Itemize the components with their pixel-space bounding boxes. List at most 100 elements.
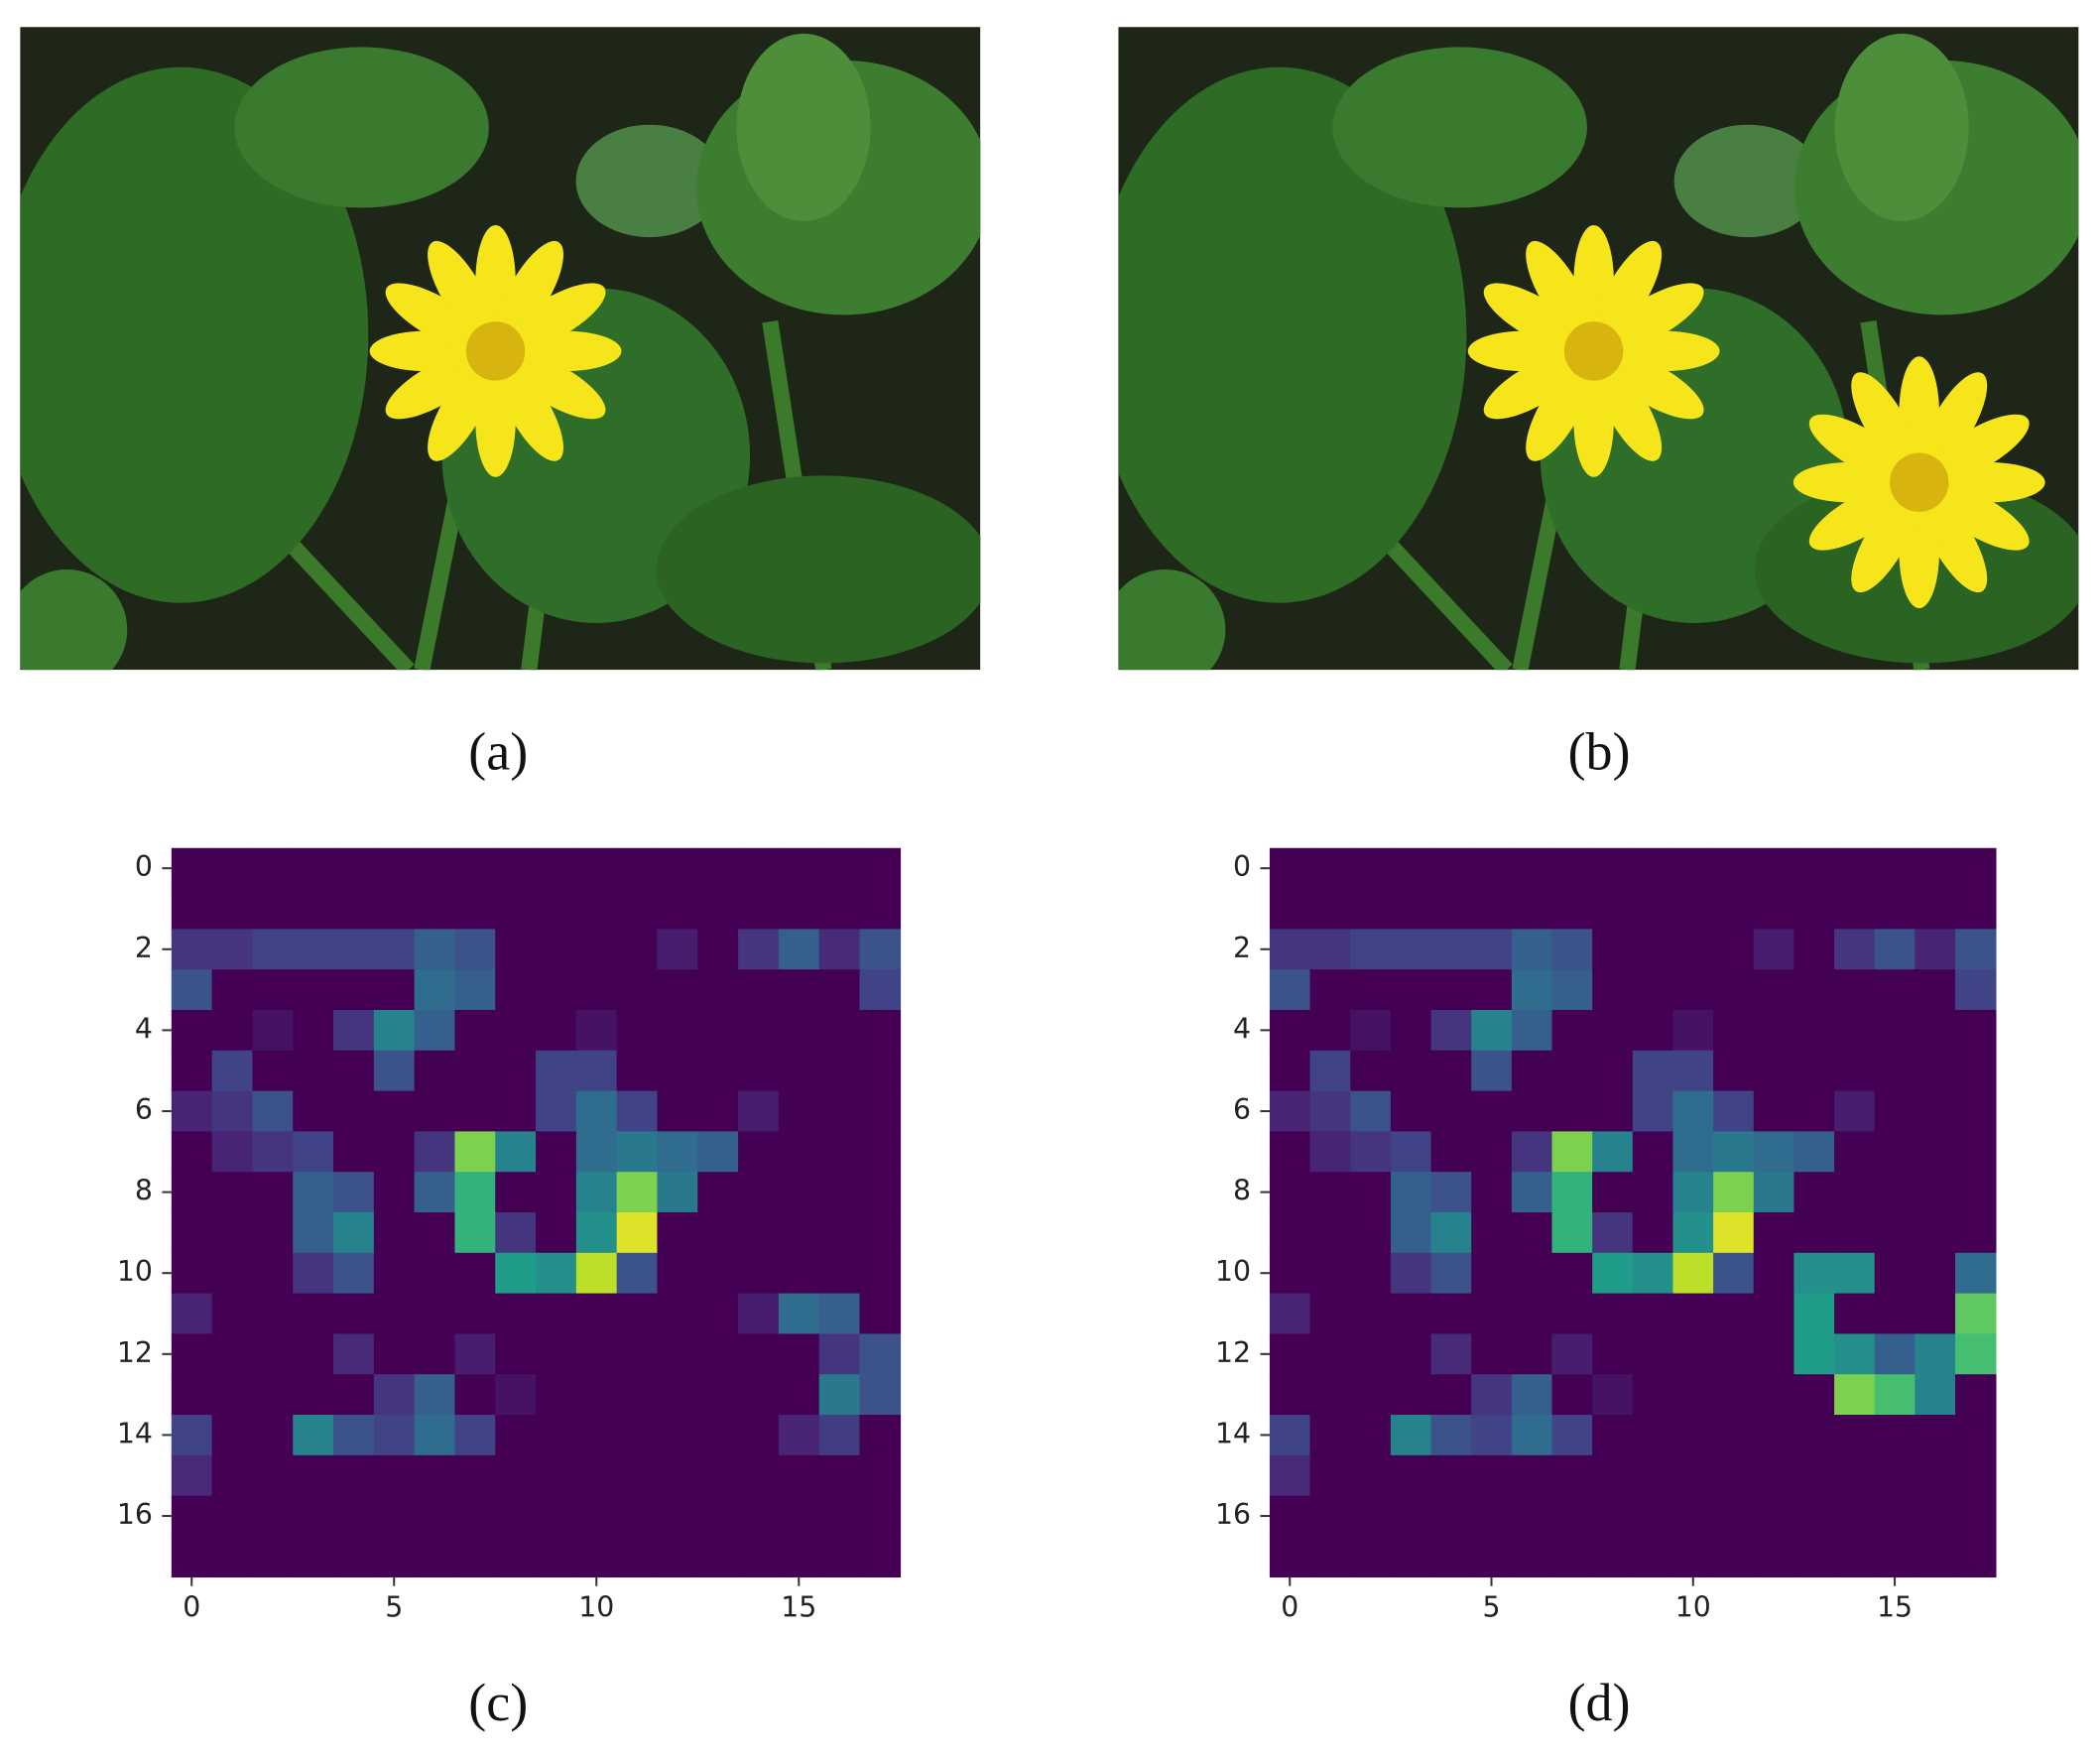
heatmap-cell xyxy=(1471,1415,1513,1456)
heatmap-cell xyxy=(1955,1536,1997,1578)
heatmap-cell xyxy=(333,1090,375,1133)
heatmap-cell xyxy=(1430,929,1473,970)
heatmap-cell xyxy=(1915,1454,1956,1497)
heatmap-cell xyxy=(859,1333,902,1376)
heatmap-cell xyxy=(293,1374,334,1416)
heatmap-cell xyxy=(1350,1172,1392,1213)
heatmap-cell xyxy=(1793,929,1835,970)
heatmap-cell xyxy=(1834,1293,1876,1335)
heatmap-cell xyxy=(536,1172,577,1213)
heatmap-cell xyxy=(1511,969,1553,1011)
heatmap-cell xyxy=(373,929,416,970)
heatmap-cell xyxy=(1592,888,1634,931)
heatmap-cell xyxy=(1471,1050,1513,1092)
heatmap-cell xyxy=(1672,1050,1714,1092)
heatmap-cell xyxy=(1915,888,1956,931)
heatmap-cell xyxy=(1592,929,1634,970)
y-tick-label: 8 xyxy=(1233,1175,1251,1207)
heatmap-cell xyxy=(373,1293,416,1335)
heatmap-cell xyxy=(1834,969,1876,1011)
y-tick-label: 6 xyxy=(135,1093,153,1126)
heatmap-cell xyxy=(211,1131,254,1174)
heatmap-cell xyxy=(697,1212,739,1254)
y-tick-label: 16 xyxy=(1215,1498,1251,1531)
heatmap-cell xyxy=(252,888,295,931)
heatmap-cell xyxy=(293,1131,334,1174)
heatmap-cell xyxy=(657,1172,699,1213)
heatmap-cell xyxy=(211,1454,254,1497)
heatmap-cell xyxy=(1793,1374,1835,1416)
heatmap-cell xyxy=(1632,1333,1674,1376)
heatmap-cell xyxy=(1309,1293,1352,1335)
heatmap-cell xyxy=(1551,1293,1593,1335)
heatmap-cell xyxy=(1592,1172,1634,1213)
heatmap-cell xyxy=(657,1415,699,1456)
heatmap-cell xyxy=(1753,847,1795,890)
heatmap-cell xyxy=(414,847,456,890)
heatmap-cell xyxy=(778,1374,820,1416)
heatmap-cell xyxy=(171,1333,213,1376)
heatmap-cell xyxy=(1430,888,1473,931)
heatmap-cell xyxy=(1672,1090,1714,1133)
heatmap-cell xyxy=(1915,1374,1956,1416)
heatmap-cell xyxy=(1955,929,1997,970)
heatmap-cell xyxy=(859,1090,902,1133)
heatmap-cell xyxy=(818,969,861,1011)
heatmap-cell xyxy=(859,1415,902,1456)
heatmap-cell xyxy=(536,1495,577,1538)
heatmap-cell xyxy=(211,847,254,890)
heatmap-cell xyxy=(333,1172,375,1213)
heatmap-cell xyxy=(495,929,537,970)
heatmap-cell xyxy=(1269,1131,1311,1174)
heatmap-cell xyxy=(1915,1252,1956,1295)
heatmap-cell xyxy=(373,1454,416,1497)
heatmap-cell xyxy=(1834,1536,1876,1578)
heatmap-cell xyxy=(738,1495,780,1538)
heatmap-cell xyxy=(1350,1090,1392,1133)
heatmap-cell xyxy=(1430,1293,1473,1335)
heatmap-cell xyxy=(1350,969,1392,1011)
heatmap-cell xyxy=(333,1454,375,1497)
heatmap-cell xyxy=(454,847,497,890)
y-tick-label: 6 xyxy=(1233,1093,1251,1126)
y-tick-label: 14 xyxy=(1215,1417,1251,1449)
heatmap-cell xyxy=(171,888,213,931)
heatmap-cell xyxy=(1672,888,1714,931)
heatmap-cell xyxy=(1834,1009,1876,1052)
heatmap-cell xyxy=(738,1415,780,1456)
heatmap-cell xyxy=(1834,1374,1876,1416)
heatmap-cell xyxy=(293,1212,334,1254)
heatmap-cell xyxy=(1430,1536,1473,1578)
heatmap-cell xyxy=(1793,1454,1835,1497)
y-tick-label: 8 xyxy=(135,1175,153,1207)
heatmap-cell xyxy=(1753,1495,1795,1538)
heatmap-cell xyxy=(495,888,537,931)
heatmap-cell xyxy=(738,1536,780,1578)
heatmap-cell xyxy=(1955,1009,1997,1052)
heatmap-cell xyxy=(1309,847,1352,890)
heatmap-cell xyxy=(657,1212,699,1254)
heatmap-cell xyxy=(859,1009,902,1052)
heatmap-cell xyxy=(211,1536,254,1578)
heatmap-cell xyxy=(1551,929,1593,970)
heatmap-cell xyxy=(778,1415,820,1456)
y-tick-label: 16 xyxy=(117,1498,153,1531)
heatmap-cell xyxy=(1511,1050,1553,1092)
heatmap-cell xyxy=(657,1293,699,1335)
heatmap-cell xyxy=(211,1374,254,1416)
heatmap-cell xyxy=(1955,1454,1997,1497)
heatmap-cell xyxy=(454,1131,497,1174)
heatmap-cell xyxy=(414,888,456,931)
heatmap-cell xyxy=(1390,1454,1432,1497)
heatmap-cell xyxy=(1471,1536,1513,1578)
heatmap-cell xyxy=(1915,969,1956,1011)
heatmap-cell xyxy=(1874,1415,1916,1456)
heatmap-cell xyxy=(575,1333,618,1376)
heatmap-cell xyxy=(778,1293,820,1335)
heatmap-cell xyxy=(1511,1454,1553,1497)
heatmap-cell xyxy=(1834,1415,1876,1456)
heatmap-cell xyxy=(1672,1131,1714,1174)
heatmap-cell xyxy=(1309,1333,1352,1376)
